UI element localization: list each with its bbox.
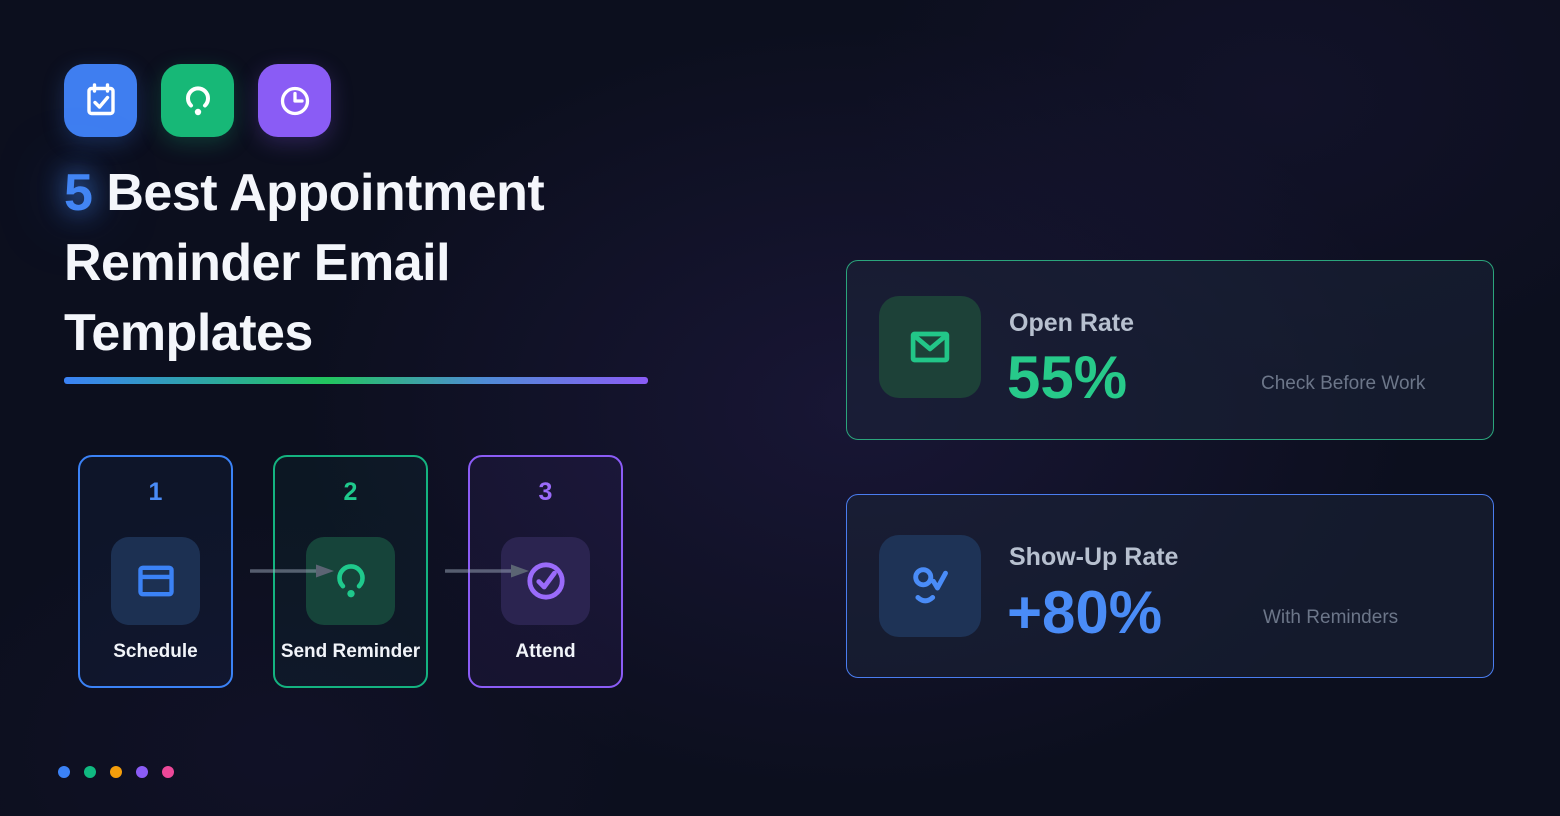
stat-icon-tile xyxy=(879,535,981,637)
stat-icon-tile xyxy=(879,296,981,398)
stat-value: 55% xyxy=(1007,344,1128,411)
stat-label: Open Rate xyxy=(1009,309,1135,337)
step-icon-tile xyxy=(111,537,200,625)
calendar-check-icon xyxy=(86,82,115,115)
time-badge xyxy=(258,64,331,137)
clock-icon xyxy=(280,86,309,115)
title-underline xyxy=(64,377,648,384)
stat-card-show-up-rate: Show-Up Rate +80% With Reminders xyxy=(846,494,1494,678)
browser-window-icon xyxy=(137,565,174,597)
pagination-dot[interactable] xyxy=(58,766,70,778)
stat-note: Check Before Work xyxy=(1261,373,1426,394)
stat-note: With Reminders xyxy=(1263,607,1399,628)
step-number: 3 xyxy=(538,478,553,506)
pagination-dots xyxy=(58,766,174,778)
title-number: 5 xyxy=(64,164,93,222)
step-label: Attend xyxy=(515,641,576,662)
pagination-dot[interactable] xyxy=(84,766,96,778)
step-number: 2 xyxy=(343,478,358,506)
pagination-dot[interactable] xyxy=(162,766,174,778)
title-line-2: Reminder Email xyxy=(64,234,451,292)
pagination-dot[interactable] xyxy=(110,766,122,778)
step-card-schedule: 1 Schedule xyxy=(78,455,233,688)
pagination-dot[interactable] xyxy=(136,766,148,778)
step-number: 1 xyxy=(148,478,163,506)
bell-icon xyxy=(336,564,365,598)
bell-icon xyxy=(185,85,210,115)
title-line-1-text: Best Appointment xyxy=(106,164,545,222)
title-line-3: Templates xyxy=(64,304,313,362)
stat-value: +80% xyxy=(1007,579,1163,646)
envelope-icon xyxy=(910,331,950,363)
page-title: 5 Best Appointment Reminder Email Templa… xyxy=(64,158,704,368)
person-check-icon xyxy=(913,567,948,604)
flow-arrow-icon xyxy=(250,564,334,578)
title-line-1: 5 Best Appointment xyxy=(64,158,704,228)
stat-card-open-rate: Open Rate 55% Check Before Work xyxy=(846,260,1494,440)
step-label: Schedule xyxy=(113,641,198,662)
check-circle-icon xyxy=(526,562,565,600)
calendar-badge xyxy=(64,64,137,137)
step-label: Send Reminder xyxy=(280,641,421,662)
stat-label: Show-Up Rate xyxy=(1009,543,1179,571)
flow-arrow-icon xyxy=(445,564,529,578)
step-card-send-reminder: 2 Send Reminder xyxy=(273,455,428,688)
step-icon-tile xyxy=(501,537,590,625)
reminder-badge xyxy=(161,64,234,137)
header-badges xyxy=(64,64,331,137)
step-icon-tile xyxy=(306,537,395,625)
